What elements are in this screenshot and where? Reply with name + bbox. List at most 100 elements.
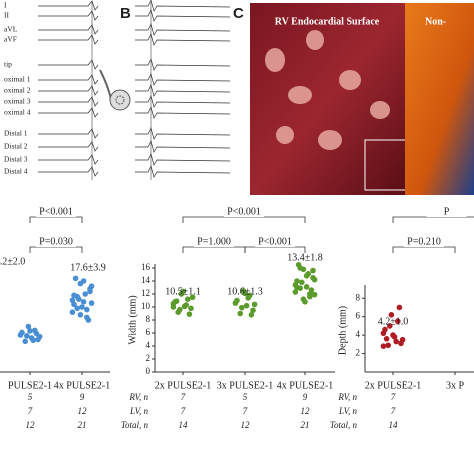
table-cell: 12 (301, 406, 311, 416)
p-bg (426, 207, 467, 217)
trace (38, 96, 99, 107)
table-cell: 5 (243, 392, 248, 402)
data-point (245, 295, 251, 301)
data-point (390, 332, 396, 338)
data-point (76, 296, 82, 303)
data-point (242, 290, 248, 297)
y-tick-label: 2 (146, 353, 151, 363)
y-tick-label: 10 (141, 301, 151, 311)
trace (135, 127, 231, 140)
table-cell: 14 (389, 420, 399, 430)
lesions (265, 30, 390, 150)
p-bg (404, 237, 444, 247)
data-point (183, 302, 189, 308)
lead-label: aVL (4, 25, 18, 34)
data-point (234, 297, 240, 304)
x-tick-label: 3x P (446, 380, 465, 391)
data-point (294, 278, 300, 284)
data-point (385, 342, 392, 349)
trace (135, 95, 231, 108)
data-point (302, 299, 308, 305)
data-point (310, 274, 316, 281)
lead-label: Distal 4 (4, 167, 28, 176)
trace (38, 128, 99, 139)
data-point (72, 275, 79, 282)
p-value: P<0.001 (39, 206, 73, 217)
data-point (186, 311, 193, 317)
x-tick-label: PULSE2-1 (8, 380, 52, 391)
trace (135, 165, 231, 178)
data-point (185, 296, 191, 303)
trace (135, 84, 231, 97)
p-value: P=0.030 (39, 236, 73, 247)
x-tick-label: 4x PULSE2-1 (277, 380, 333, 391)
data-point (80, 299, 87, 305)
data-point (30, 337, 36, 344)
data-point (251, 301, 258, 308)
table-cell: 7 (391, 406, 396, 416)
data-point (69, 309, 76, 316)
table-cell: 9 (303, 392, 308, 402)
lead-label: oximal 1 (4, 75, 31, 84)
trace (38, 0, 99, 11)
data-point (382, 326, 388, 333)
trace (135, 33, 231, 46)
table-cell: 12 (241, 420, 251, 430)
p-bg (36, 207, 76, 217)
data-point (393, 338, 400, 345)
data-point (25, 323, 32, 330)
data-point (33, 330, 40, 337)
trace (38, 107, 99, 118)
table-cell: 7 (28, 406, 33, 416)
data-point (299, 279, 305, 286)
lead-label: Distal 3 (4, 155, 28, 164)
bracket (29, 246, 83, 253)
data-point (24, 333, 30, 339)
data-point (88, 300, 95, 306)
data-point (27, 328, 33, 334)
data-point (84, 306, 90, 313)
table-cell: 7 (243, 406, 248, 416)
trace (135, 23, 231, 36)
y-tick-label: 6 (356, 311, 361, 321)
data-point (311, 291, 318, 298)
table-cell: 21 (78, 420, 87, 430)
data-point (297, 285, 304, 291)
p-bg (224, 207, 264, 217)
data-point (300, 266, 307, 273)
mean-label: 13.4±1.8 (287, 252, 323, 263)
data-point (310, 267, 316, 274)
data-point (383, 336, 390, 342)
data-point (239, 304, 245, 311)
trace (38, 24, 99, 35)
photo (250, 3, 405, 195)
data-point (180, 288, 186, 295)
p-value: P=0.210 (407, 236, 441, 247)
y-axis-label: Depth (mm) (337, 306, 348, 355)
y-axis-label: Width (mm) (127, 295, 138, 344)
trace (135, 153, 231, 166)
mean-label: 4.2±2.0 (0, 256, 25, 267)
data-point (79, 304, 85, 310)
data-point (22, 338, 29, 345)
row-label: LV, n (129, 406, 149, 416)
data-point (84, 314, 90, 321)
data-point (82, 291, 88, 297)
data-point (388, 312, 395, 318)
data-point (177, 306, 183, 313)
data-point (305, 271, 312, 277)
y-tick-label: 2 (356, 348, 361, 358)
lead-label: II (4, 11, 9, 20)
panel-label: C (233, 5, 244, 22)
trace (38, 141, 99, 152)
x-tick-label: 2x PULSE2-1 (155, 380, 211, 391)
bracket (182, 246, 246, 253)
lead-label: oximal 4 (4, 108, 31, 117)
trace (135, 0, 231, 12)
trace (135, 9, 231, 22)
data-point (77, 280, 84, 287)
data-point (74, 305, 80, 312)
y-tick-label: 8 (356, 292, 361, 302)
